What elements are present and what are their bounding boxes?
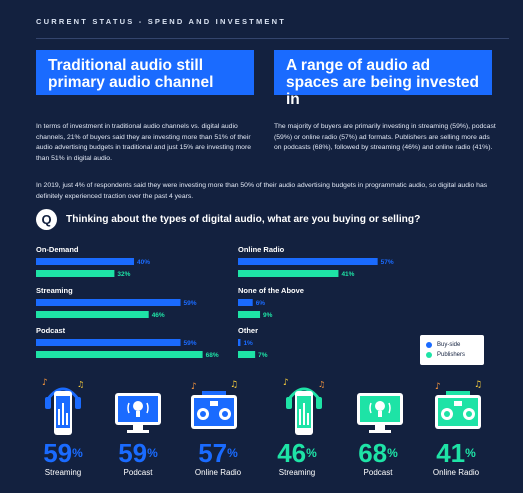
category-label-streaming: Streaming [36, 286, 73, 295]
legend-label-publishers: Publishers [437, 352, 466, 358]
bar-streaming-buy-side [36, 299, 181, 306]
stat-label: Streaming [44, 468, 82, 477]
data-label-other-buy-side: 1% [243, 340, 253, 347]
category-label-on-demand: On-Demand [36, 245, 79, 254]
bar-podcast-buy-side [36, 339, 181, 346]
svg-text:♫: ♫ [230, 380, 238, 390]
bar-none-of-the-above-buy-side [238, 299, 253, 306]
svg-text:♫: ♫ [474, 380, 482, 390]
stat-value: 41% [436, 438, 476, 468]
bar-on-demand-publishers [36, 270, 115, 277]
paragraph-2019-note: In 2019, just 4% of respondents said the… [36, 182, 488, 200]
legend-label-buy-side: Buy-side [437, 342, 461, 348]
paragraph-traditional: In terms of investment in traditional au… [36, 123, 251, 162]
stat-label: Online Radio [432, 468, 480, 477]
stat-buy-online-radio: 57% Online Radio [183, 438, 253, 478]
radio-boombox-icon: ♪ ♫ [435, 380, 482, 429]
svg-text:♪: ♪ [435, 382, 441, 392]
stat-pub-podcast: 68% Podcast [343, 438, 413, 478]
data-label-online-radio-buy-side: 57% [381, 259, 394, 266]
stat-buy-podcast: 59% Podcast [103, 438, 173, 478]
monitor-podcast-icon [357, 393, 403, 433]
data-label-podcast-publishers: 68% [206, 352, 219, 359]
section-label: CURRENT STATUS - SPEND AND INVESTMENT [36, 17, 287, 26]
data-label-podcast-buy-side: 59% [184, 340, 197, 347]
svg-text:♪: ♪ [191, 382, 197, 392]
radio-boombox-icon: ♪ ♫ [191, 380, 238, 429]
legend-dot-buy-side [426, 342, 432, 348]
bar-online-radio-buy-side [238, 258, 378, 265]
stat-buy-streaming: 59% Streaming [28, 438, 98, 478]
svg-text:♫: ♫ [77, 380, 84, 389]
data-label-none-of-the-above-publishers: 9% [263, 312, 273, 319]
question-text: Thinking about the types of digital audi… [66, 214, 421, 225]
divider [36, 38, 509, 39]
data-label-streaming-buy-side: 59% [184, 300, 197, 307]
category-label-none-of-the-above: None of the Above [238, 286, 304, 295]
bar-other-publishers [238, 351, 256, 358]
category-label-online-radio: Online Radio [238, 245, 285, 254]
data-label-online-radio-publishers: 41% [341, 271, 354, 278]
category-label-other: Other [238, 326, 258, 335]
stat-label: Online Radio [194, 468, 242, 477]
stat-label: Streaming [278, 468, 316, 477]
question-badge: Q [36, 209, 57, 230]
legend-item-publishers: Publishers [426, 350, 478, 360]
stat-percent-sign: % [227, 446, 238, 460]
stat-percent-sign: % [387, 446, 398, 460]
svg-text:♫: ♫ [318, 380, 325, 389]
stat-percent-sign: % [465, 446, 476, 460]
bar-online-radio-publishers [238, 270, 339, 277]
stat-label: Podcast [363, 468, 393, 477]
headline-traditional: Traditional audio still primary audio ch… [36, 50, 254, 95]
data-label-streaming-publishers: 46% [152, 312, 165, 319]
stat-value: 68% [358, 438, 398, 468]
bar-streaming-publishers [36, 311, 149, 318]
stat-pub-online-radio: 41% Online Radio [421, 438, 491, 478]
question-row: Q Thinking about the types of digital au… [36, 209, 420, 230]
legend-dot-publishers [426, 352, 432, 358]
stat-value: 59% [43, 438, 83, 468]
monitor-podcast-icon [115, 393, 161, 433]
stat-pub-streaming: 46% Streaming [262, 438, 332, 478]
stat-value: 57% [198, 438, 238, 468]
paragraph-ad-spaces: The majority of buyers are primarily inv… [274, 123, 496, 151]
phone-headphones-icon: ♪ ♫ [42, 378, 84, 435]
headline-ad-spaces: A range of audio ad spaces are being inv… [274, 50, 492, 108]
data-label-on-demand-buy-side: 40% [137, 259, 150, 266]
svg-text:♪: ♪ [283, 378, 289, 388]
data-label-none-of-the-above-buy-side: 6% [256, 300, 266, 307]
category-label-podcast: Podcast [36, 326, 66, 335]
stat-percent-sign: % [147, 446, 158, 460]
stat-percent-sign: % [306, 446, 317, 460]
stat-value: 46% [277, 438, 317, 468]
chart-legend: Buy-side Publishers [420, 335, 484, 365]
svg-text:♪: ♪ [42, 378, 48, 388]
bar-other-buy-side [238, 339, 241, 346]
data-label-other-publishers: 7% [258, 352, 268, 359]
bar-on-demand-buy-side [36, 258, 134, 265]
stat-value: 59% [118, 438, 158, 468]
stat-label: Podcast [123, 468, 153, 477]
legend-item-buy-side: Buy-side [426, 340, 478, 350]
stat-percent-sign: % [72, 446, 83, 460]
bar-podcast-publishers [36, 351, 203, 358]
data-label-on-demand-publishers: 32% [117, 271, 130, 278]
phone-headphones-icon: ♪ ♫ [283, 378, 325, 435]
bar-none-of-the-above-publishers [238, 311, 261, 318]
